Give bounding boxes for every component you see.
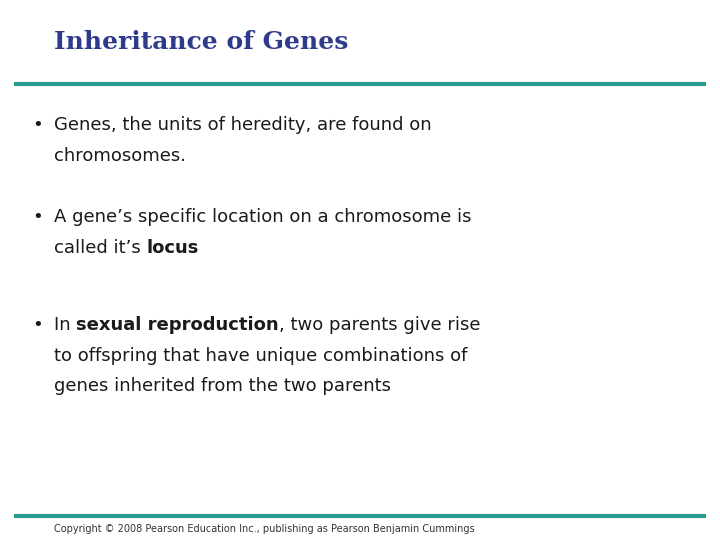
Text: Genes, the units of heredity, are found on: Genes, the units of heredity, are found … — [54, 116, 431, 134]
Text: A gene’s specific location on a chromosome is: A gene’s specific location on a chromoso… — [54, 208, 472, 226]
Text: chromosomes.: chromosomes. — [54, 147, 186, 165]
Text: Copyright © 2008 Pearson Education Inc., publishing as Pearson Benjamin Cummings: Copyright © 2008 Pearson Education Inc.,… — [54, 523, 474, 534]
Text: locus: locus — [146, 239, 199, 256]
Text: to offspring that have unique combinations of: to offspring that have unique combinatio… — [54, 347, 467, 364]
Text: •: • — [32, 316, 43, 334]
Text: called it’s: called it’s — [54, 239, 146, 256]
Text: genes inherited from the two parents: genes inherited from the two parents — [54, 377, 391, 395]
Text: •: • — [32, 208, 43, 226]
Text: , two parents give rise: , two parents give rise — [279, 316, 480, 334]
Text: In: In — [54, 316, 76, 334]
Text: sexual reproduction: sexual reproduction — [76, 316, 279, 334]
Text: Inheritance of Genes: Inheritance of Genes — [54, 30, 348, 53]
Text: •: • — [32, 116, 43, 134]
